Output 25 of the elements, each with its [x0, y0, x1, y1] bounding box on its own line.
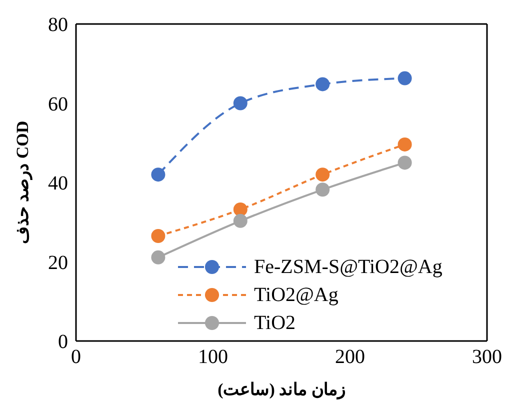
legend-label: TiO2 [254, 312, 296, 334]
point [316, 168, 330, 182]
x-axis-title: زمان ماند (ساعت) [218, 380, 346, 400]
x-tick-label: 300 [472, 346, 502, 368]
legend-label: TiO2@Ag [254, 284, 338, 306]
point [316, 77, 330, 92]
y-tick-label: 40 [48, 172, 68, 195]
point [151, 228, 166, 243]
x-tick-label: 200 [335, 346, 365, 368]
x-tick-label: 100 [198, 346, 228, 368]
y-tick-label: 20 [48, 252, 68, 274]
y-tick-label: 60 [48, 93, 68, 116]
y-tick-label: 0 [58, 331, 68, 354]
y-tick-label: 80 [48, 14, 68, 36]
point [233, 202, 248, 216]
point [151, 168, 166, 182]
legend-label: Fe-ZSM-S@TiO2@Ag [254, 256, 442, 278]
point [233, 214, 248, 228]
point [151, 250, 166, 264]
point [398, 156, 412, 170]
point [398, 71, 412, 86]
point [316, 182, 330, 197]
y-axis-title: درصد حذف COD [13, 120, 34, 244]
point [398, 137, 412, 152]
point [233, 96, 248, 110]
